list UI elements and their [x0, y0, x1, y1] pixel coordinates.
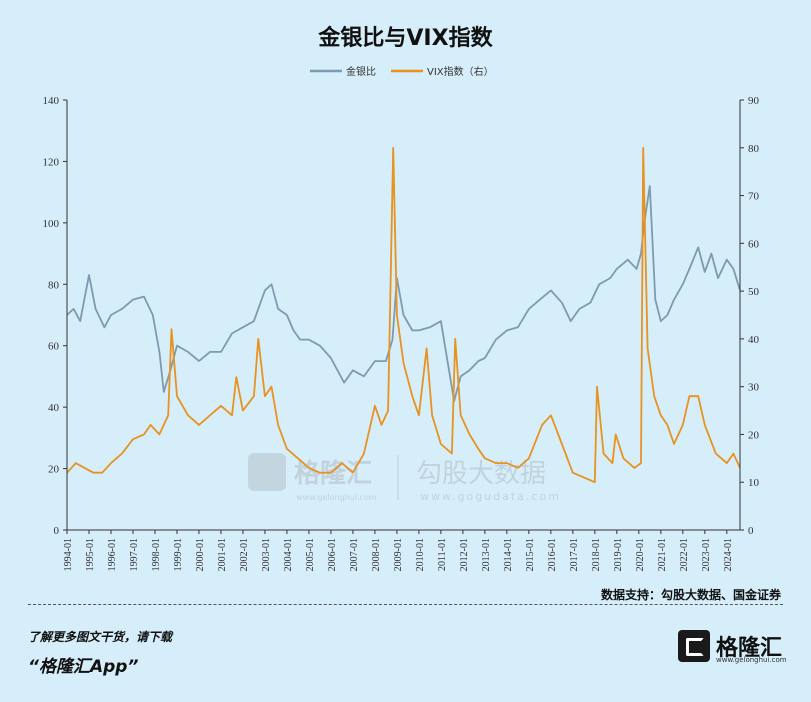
- x-tick-label: 2021-01: [657, 538, 668, 571]
- x-tick-label: 2017-01: [569, 538, 580, 571]
- x-tick-label: 2002-01: [239, 538, 250, 571]
- x-tick-label: 2018-01: [591, 538, 602, 571]
- promo-text: 了解更多图文干货，请下载: [28, 630, 173, 644]
- logo-url: www.gelonghui.com: [716, 656, 787, 664]
- right-tick-label: 0: [748, 525, 754, 537]
- watermark-brand2: 勾股大数据: [416, 459, 546, 489]
- right-tick-label: 30: [748, 382, 760, 394]
- watermark-brand1: 格隆汇: [294, 458, 372, 489]
- x-tick-label: 1994-01: [63, 538, 74, 571]
- logo-icon: [678, 630, 710, 662]
- right-tick-label: 40: [748, 334, 760, 346]
- x-tick-label: 2020-01: [635, 538, 646, 571]
- right-tick-label: 80: [748, 143, 760, 155]
- logo-name: 格隆汇: [716, 636, 783, 661]
- x-tick-label: 2004-01: [283, 538, 294, 571]
- x-tick-label: 2001-01: [217, 538, 228, 571]
- right-tick-label: 50: [748, 286, 760, 298]
- watermark: 格隆汇 www.gelonghui.com 勾股大数据 www.gogudata…: [248, 453, 561, 503]
- chart: 格隆汇 www.gelonghui.com 勾股大数据 www.gogudata…: [43, 65, 760, 571]
- divider: [28, 604, 783, 605]
- x-tick-label: 2014-01: [503, 538, 514, 571]
- left-tick-label: 120: [43, 156, 60, 168]
- x-tick-label: 2009-01: [393, 538, 404, 571]
- x-tick-label: 2012-01: [459, 538, 470, 571]
- right-tick-label: 20: [748, 429, 760, 441]
- x-tick-label: 1995-01: [85, 538, 96, 571]
- chart-title: 金银比与VIX指数: [318, 26, 493, 51]
- left-tick-label: 140: [43, 95, 60, 107]
- x-tick-label: 2007-01: [349, 538, 360, 571]
- x-tick-label: 2011-01: [437, 538, 448, 571]
- x-tick-label: 1998-01: [151, 538, 162, 571]
- watermark-url1: www.gelonghui.com: [296, 493, 377, 502]
- watermark-logo-icon: [248, 453, 286, 491]
- series-line-0: [66, 185, 741, 402]
- x-tick-label: 1997-01: [129, 538, 140, 571]
- series-line-1: [66, 146, 741, 484]
- left-tick-label: 60: [48, 341, 60, 353]
- x-tick-label: 2000-01: [195, 538, 206, 571]
- left-tick-label: 100: [43, 218, 60, 230]
- plot-area: [66, 146, 741, 484]
- legend-label: VIX指数（右）: [427, 65, 494, 78]
- x-tick-label: 1999-01: [173, 538, 184, 571]
- left-tick-label: 80: [48, 279, 60, 291]
- x-tick-label: 1996-01: [107, 538, 118, 571]
- right-tick-label: 70: [748, 191, 760, 203]
- right-tick-label: 90: [748, 95, 760, 107]
- x-tick-label: 2016-01: [547, 538, 558, 571]
- x-tick-label: 2015-01: [525, 538, 536, 571]
- left-tick-label: 20: [48, 464, 60, 476]
- x-tick-label: 2003-01: [261, 538, 272, 571]
- x-tick-label: 2023-01: [701, 538, 712, 571]
- x-tick-label: 2019-01: [613, 538, 624, 571]
- x-tick-label: 2024-01: [723, 538, 734, 571]
- right-tick-label: 60: [748, 238, 760, 250]
- legend-label: 金银比: [346, 65, 376, 78]
- x-tick-label: 2013-01: [481, 538, 492, 571]
- left-tick-label: 40: [48, 402, 60, 414]
- x-tick-label: 2006-01: [327, 538, 338, 571]
- watermark-url2: www.gogudata.com: [420, 490, 561, 503]
- x-tick-label: 2022-01: [679, 538, 690, 571]
- source-note: 数据支持：勾股大数据、国金证券: [600, 588, 781, 602]
- x-tick-label: 2008-01: [371, 538, 382, 571]
- left-tick-label: 0: [54, 525, 60, 537]
- gelonghui-logo: 格隆汇 www.gelonghui.com: [678, 630, 788, 666]
- app-name-text: “格隆汇App”: [28, 657, 139, 677]
- legend: 金银比 VIX指数（右）: [310, 65, 494, 78]
- right-tick-label: 10: [748, 477, 760, 489]
- x-tick-label: 2005-01: [305, 538, 316, 571]
- x-tick-label: 2010-01: [415, 538, 426, 571]
- axes: 0 20 40 60 80 100 120 140 0 10 20 30 40 50 60 70 80 90 199…: [43, 95, 760, 571]
